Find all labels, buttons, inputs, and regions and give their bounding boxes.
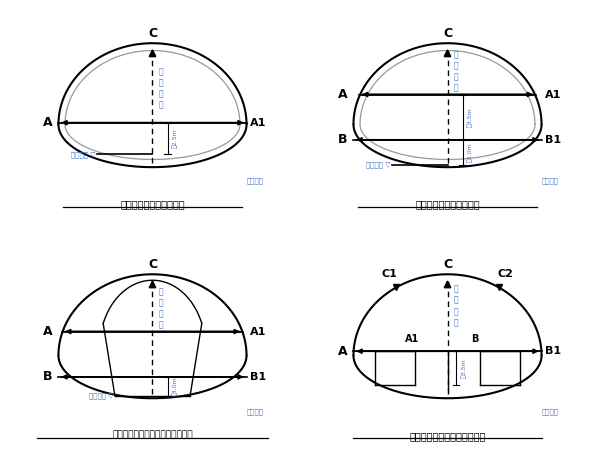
Text: 约3.5m: 约3.5m <box>461 359 467 378</box>
Text: 内轨顶面 ▽: 内轨顶面 ▽ <box>89 392 113 399</box>
Text: 双线隧道: 双线隧道 <box>542 178 559 184</box>
Text: A1: A1 <box>544 90 561 99</box>
Text: A1: A1 <box>250 118 266 128</box>
Text: 双线隧道: 双线隧道 <box>542 409 559 415</box>
Text: C1: C1 <box>382 269 397 279</box>
Text: 双线隧道: 双线隧道 <box>247 178 263 184</box>
Text: 双侧壁导坑法测点布置示意图: 双侧壁导坑法测点布置示意图 <box>409 431 485 441</box>
Text: 约3.0m: 约3.0m <box>467 142 473 162</box>
Text: 约2.5m: 约2.5m <box>172 129 178 148</box>
Text: B: B <box>43 370 52 383</box>
Text: A1: A1 <box>250 327 266 337</box>
Text: C: C <box>443 27 452 40</box>
Text: A: A <box>338 88 347 101</box>
Text: 双线隧道: 双线隧道 <box>247 409 263 415</box>
Text: A: A <box>43 325 52 338</box>
Text: 隧
道
中
线: 隧 道 中 线 <box>454 50 458 93</box>
Text: 内轨顶面 ▽: 内轨顶面 ▽ <box>71 151 95 158</box>
Text: 隧
道
中
线: 隧 道 中 线 <box>158 287 163 329</box>
Text: 三台阶法测点布置示意图: 三台阶法测点布置示意图 <box>415 200 480 210</box>
Text: 全断面法测点布置示意图: 全断面法测点布置示意图 <box>120 200 185 210</box>
Text: B: B <box>338 133 347 146</box>
Text: A: A <box>338 345 347 358</box>
Text: 约3.5m: 约3.5m <box>467 107 473 127</box>
Text: C: C <box>148 258 157 271</box>
Text: B1: B1 <box>545 346 561 356</box>
Text: A1: A1 <box>404 334 419 344</box>
Text: B1: B1 <box>250 372 266 382</box>
Text: 隧
道
中
线: 隧 道 中 线 <box>158 68 163 110</box>
Text: 隧
道
中
线: 隧 道 中 线 <box>454 285 458 327</box>
Text: 内轨顶面 ▽: 内轨顶面 ▽ <box>365 161 390 168</box>
Text: B1: B1 <box>545 135 561 145</box>
Text: 约3.0m: 约3.0m <box>172 376 178 396</box>
Text: 三台阶七步开挖法测点布置示意图: 三台阶七步开挖法测点布置示意图 <box>112 431 193 440</box>
Text: A: A <box>43 116 52 129</box>
Text: C2: C2 <box>498 269 514 279</box>
Text: B: B <box>471 334 479 344</box>
Text: C: C <box>443 258 452 271</box>
Text: C: C <box>148 27 157 40</box>
